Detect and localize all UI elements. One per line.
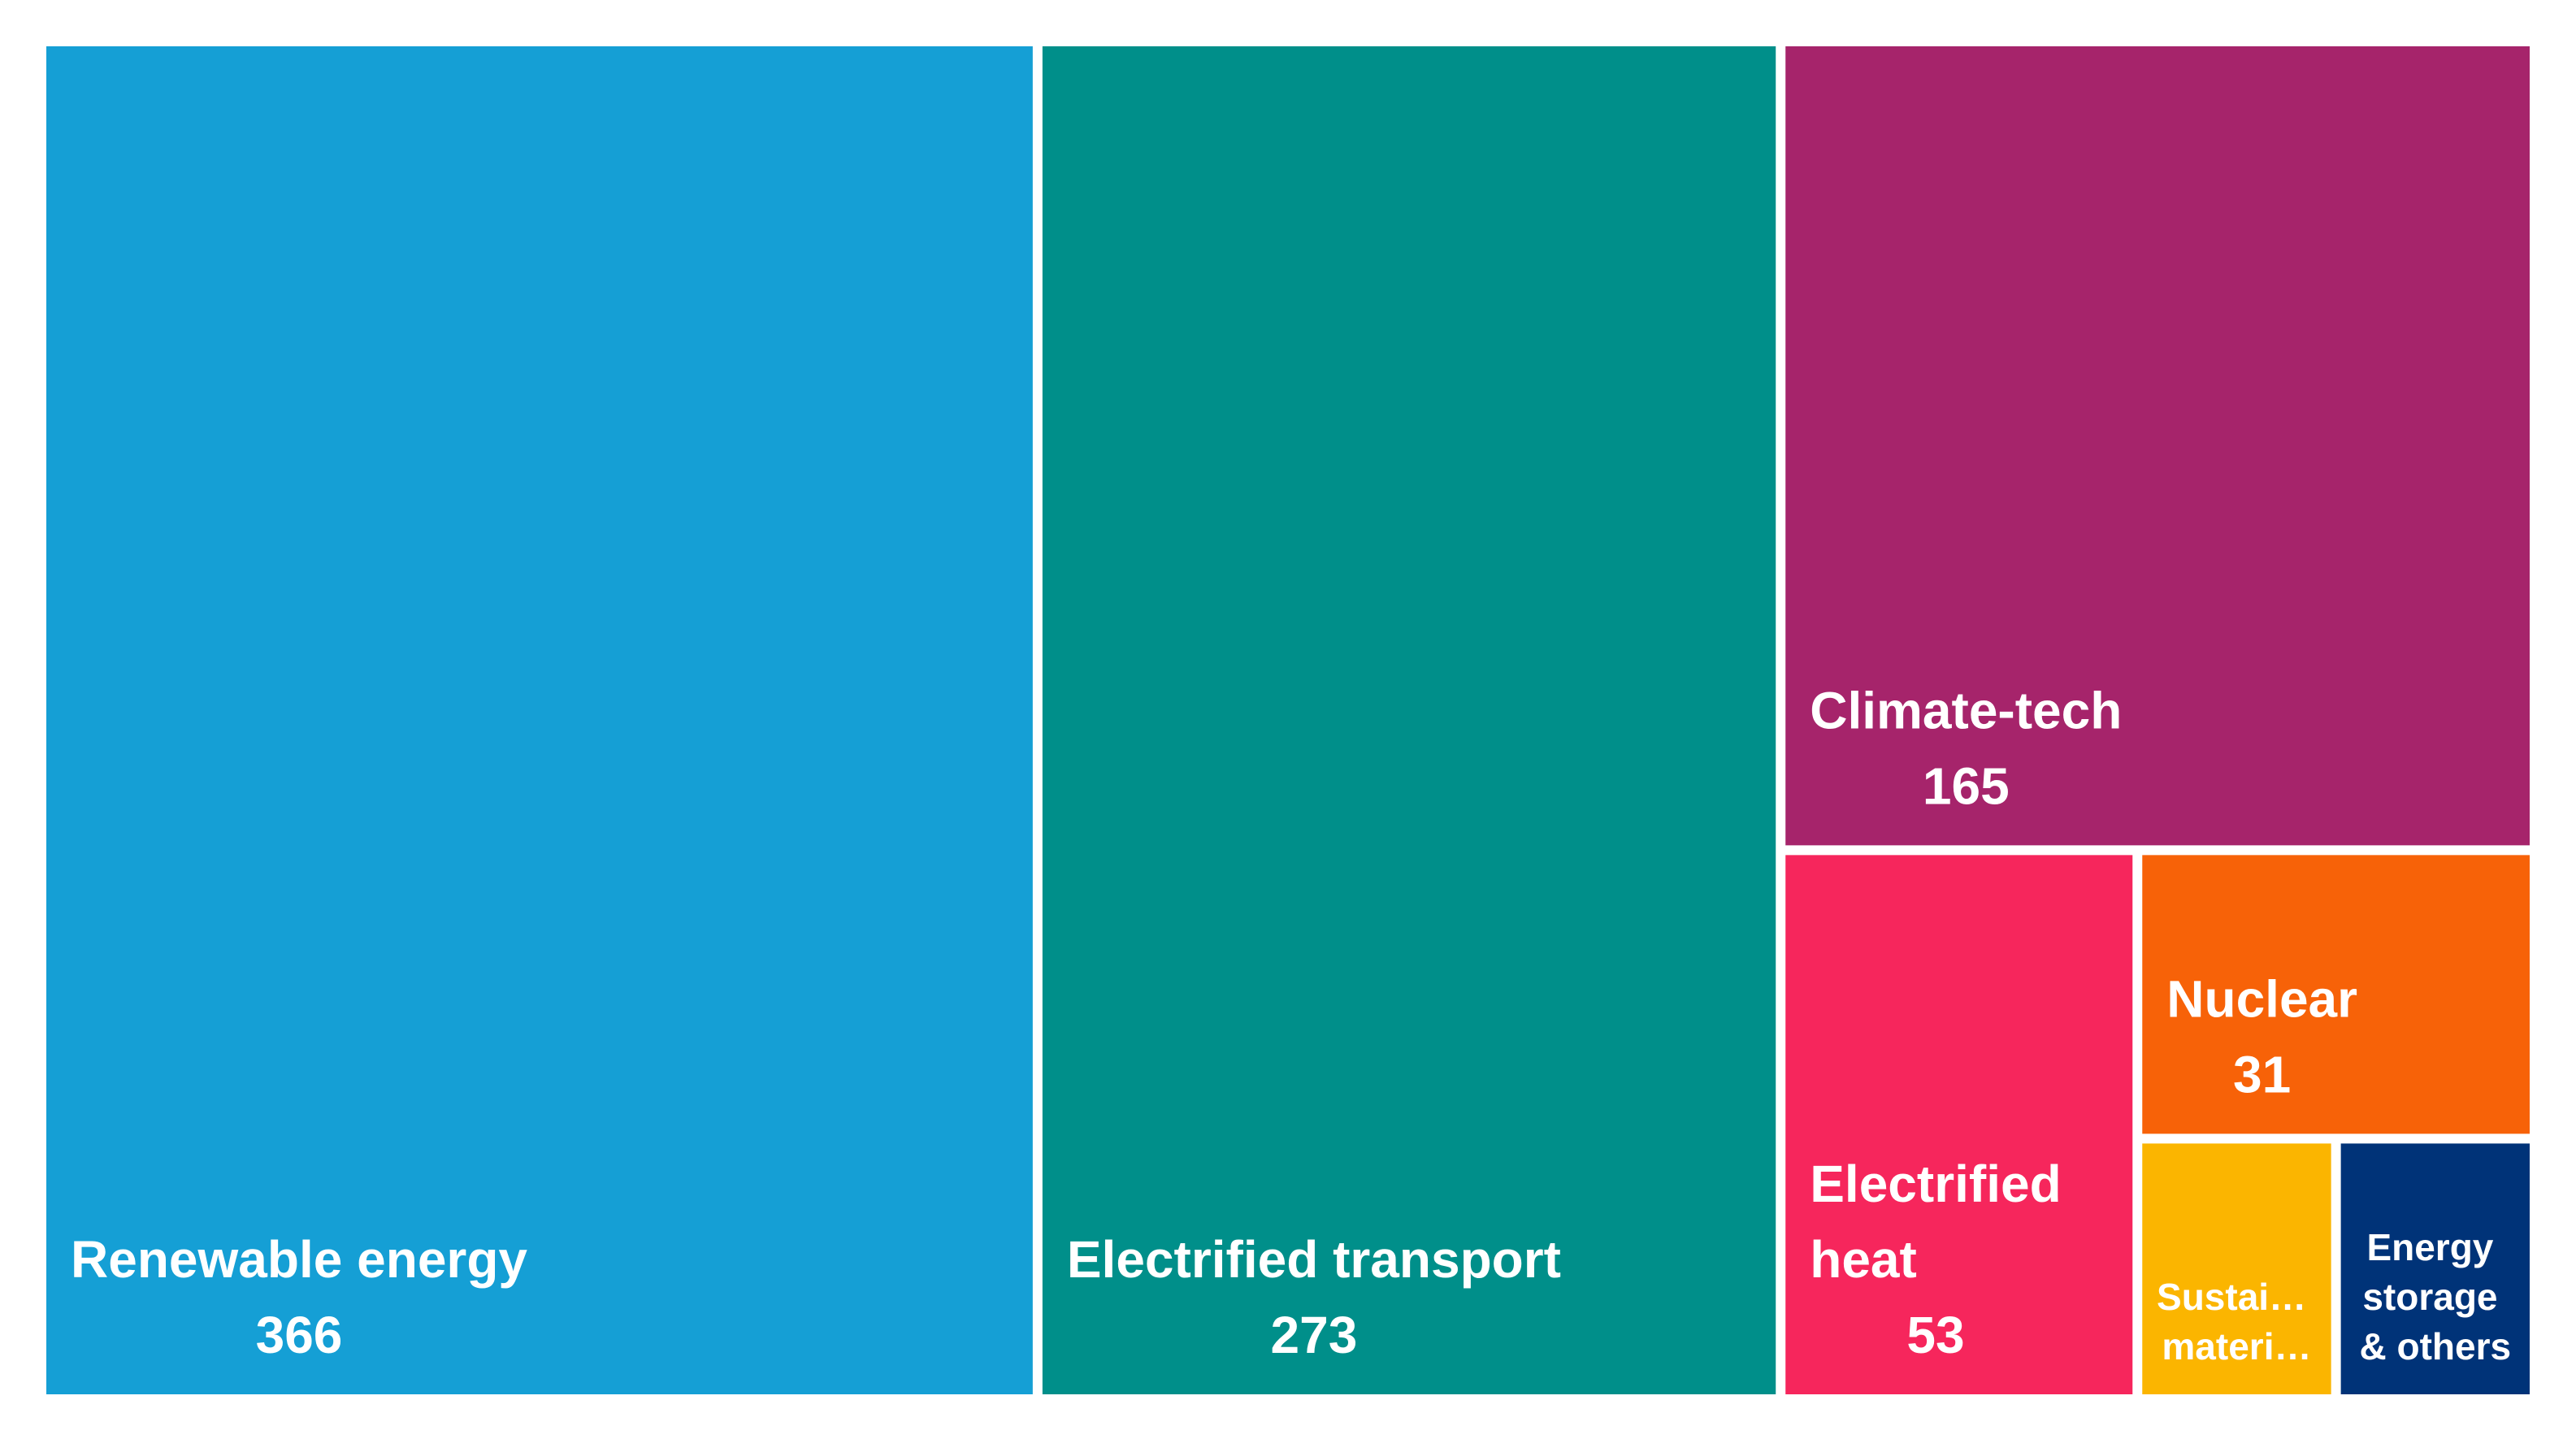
tile-label: Electrified heat — [1810, 1155, 2075, 1289]
tile-label: Electrified transport — [1067, 1230, 1561, 1289]
tile — [46, 46, 1033, 1394]
tile — [1785, 46, 2530, 846]
tile-value: 273 — [1271, 1306, 1358, 1364]
tile-value: 31 — [2233, 1045, 2291, 1103]
tile-value: 53 — [1906, 1306, 1964, 1364]
tile-label: Nuclear — [2166, 969, 2357, 1028]
tile-label: Renewable energy — [71, 1230, 527, 1289]
tile — [2142, 855, 2530, 1134]
tile — [1042, 46, 1776, 1394]
tile — [2340, 1143, 2530, 1394]
tile-label: Climate-tech — [1810, 681, 2122, 739]
tile-label: Energy storage & others — [2360, 1226, 2512, 1367]
tile-label: Sustai… materi… — [2157, 1276, 2317, 1367]
tile — [1785, 855, 2133, 1394]
tile — [2142, 1143, 2331, 1394]
tile-value: 366 — [256, 1306, 343, 1364]
tile-value: 165 — [1923, 756, 2010, 815]
